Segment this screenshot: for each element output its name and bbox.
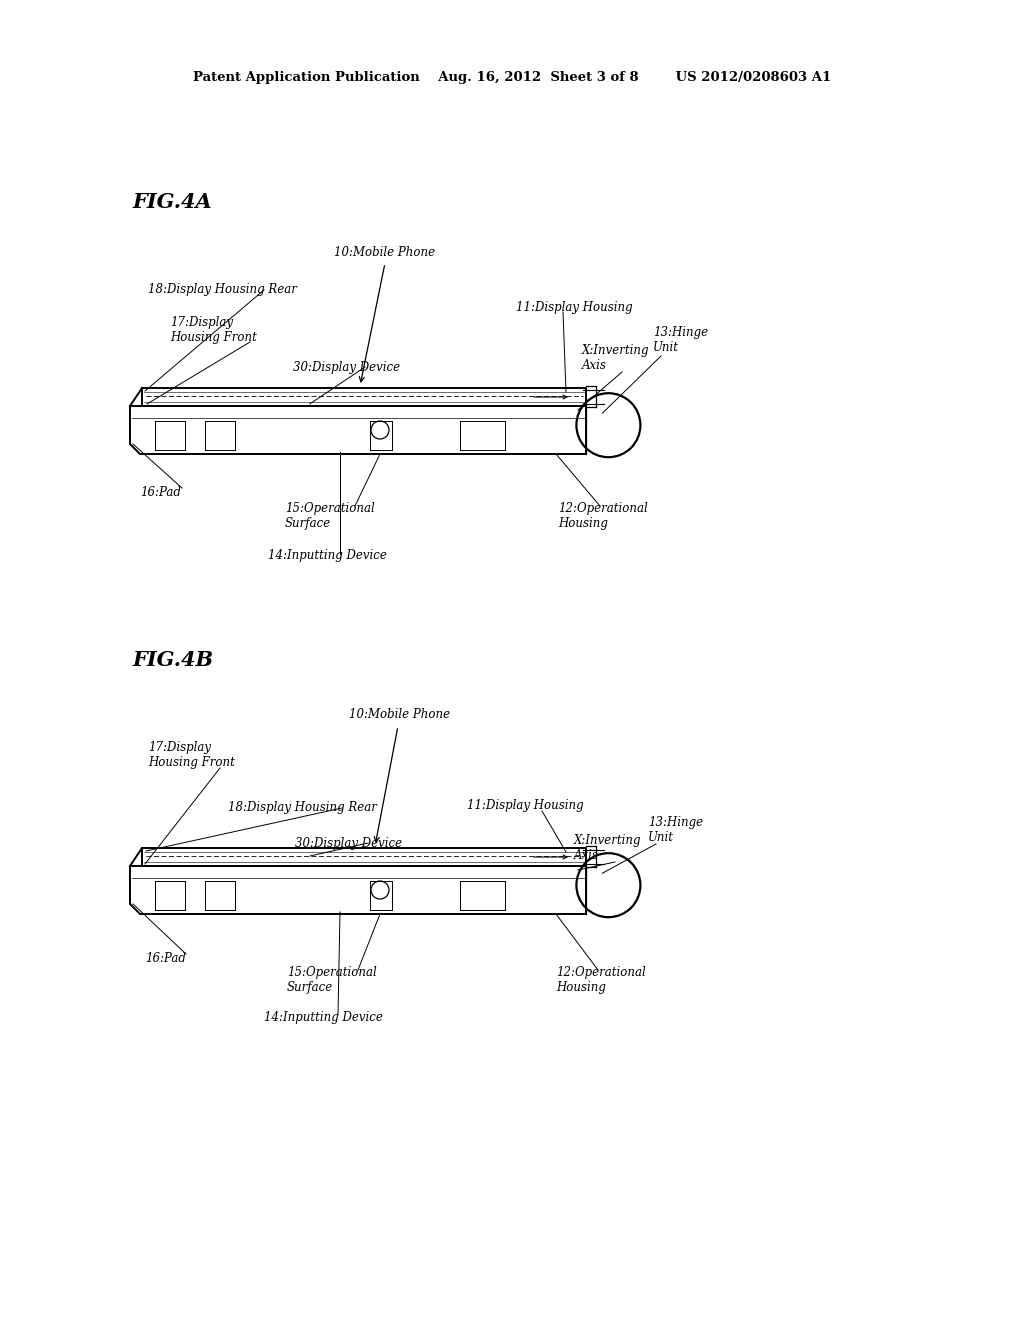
Text: X:Inverting
Axis: X:Inverting Axis [582, 345, 649, 372]
Text: 15:Operational
Surface: 15:Operational Surface [287, 966, 377, 994]
Text: 12:Operational
Housing: 12:Operational Housing [556, 966, 646, 994]
Text: 18:Display Housing Rear: 18:Display Housing Rear [148, 284, 297, 297]
Text: 30:Display Device: 30:Display Device [295, 837, 402, 850]
Text: 17:Display
Housing Front: 17:Display Housing Front [170, 315, 257, 345]
Text: 12:Operational
Housing: 12:Operational Housing [558, 502, 648, 531]
Text: FIG.4A: FIG.4A [132, 191, 212, 213]
Text: 16:Pad: 16:Pad [145, 952, 186, 965]
Text: 16:Pad: 16:Pad [140, 486, 181, 499]
Text: 13:Hinge
Unit: 13:Hinge Unit [653, 326, 709, 354]
Text: FIG.4B: FIG.4B [132, 649, 213, 671]
Text: 14:Inputting Device: 14:Inputting Device [264, 1011, 383, 1024]
Text: Patent Application Publication    Aug. 16, 2012  Sheet 3 of 8        US 2012/020: Patent Application Publication Aug. 16, … [193, 71, 831, 84]
Text: 30:Display Device: 30:Display Device [293, 360, 400, 374]
Text: 11:Display Housing: 11:Display Housing [516, 301, 633, 314]
Text: X:Inverting
Axis: X:Inverting Axis [574, 834, 641, 862]
Text: 18:Display Housing Rear: 18:Display Housing Rear [228, 801, 377, 814]
Text: 17:Display
Housing Front: 17:Display Housing Front [148, 741, 234, 770]
Text: 15:Operational
Surface: 15:Operational Surface [285, 502, 375, 531]
Text: 10:Mobile Phone: 10:Mobile Phone [335, 246, 435, 259]
Text: 14:Inputting Device: 14:Inputting Device [268, 549, 387, 562]
Text: 13:Hinge
Unit: 13:Hinge Unit [648, 816, 703, 843]
Text: 11:Display Housing: 11:Display Housing [467, 800, 584, 813]
Text: 10:Mobile Phone: 10:Mobile Phone [349, 709, 451, 722]
